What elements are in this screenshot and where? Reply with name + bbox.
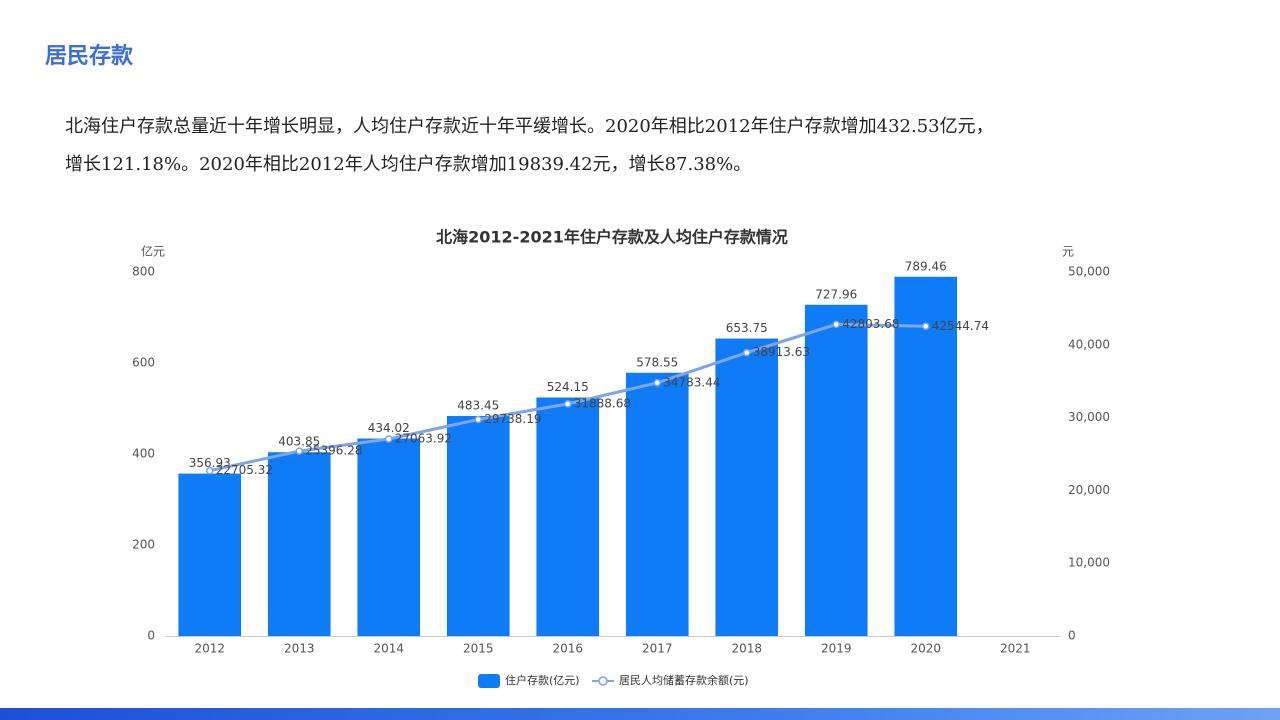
y2-tick-label: 40,000 [1068, 337, 1110, 351]
line-point [206, 466, 214, 475]
line-point [832, 320, 840, 329]
y2-tick-label: 10,000 [1068, 556, 1110, 570]
x-tick-label: 2013 [284, 642, 315, 656]
line-value-label: 42803.68 [842, 317, 899, 331]
x-tick-label: 2012 [194, 642, 225, 656]
y-tick-label: 0 [147, 629, 155, 643]
bar-value-label: 356.93 [189, 456, 231, 470]
line-point [922, 322, 930, 331]
description-line: 增长121.18%。2020年相比2012年人均住户存款增加19839.42元，… [65, 154, 752, 175]
line-value-label: 38913.63 [753, 345, 810, 359]
bar [446, 416, 510, 636]
line-point [385, 435, 393, 443]
bar-value-label: 653.75 [726, 321, 768, 335]
line-value-label: 22705.32 [216, 463, 273, 477]
line-point [295, 447, 303, 455]
x-tick-label: 2021 [1000, 642, 1031, 656]
line-value-label: 42544.74 [932, 319, 989, 333]
x-tick-label: 2017 [642, 642, 673, 656]
x-tick-label: 2014 [373, 642, 404, 656]
y2-tick-label: 0 [1068, 629, 1076, 643]
y-axis-unit: 亿元 [141, 244, 165, 259]
bar-value-label: 403.85 [278, 435, 320, 449]
bar [357, 438, 421, 636]
footer-bar [0, 708, 1280, 720]
line-value-label: 34783.44 [663, 375, 720, 389]
line-value-label: 29738.19 [484, 412, 541, 426]
line-value-label: 27063.92 [395, 431, 452, 445]
legend-label: 住户存款(亿元) [505, 673, 580, 687]
y-tick-label: 600 [132, 356, 155, 370]
page-title: 居民存款 [45, 43, 134, 69]
bar-value-label: 524.15 [547, 380, 589, 394]
bar-value-label: 483.45 [457, 399, 499, 413]
legend-label: 居民人均储蓄存款余额(元) [619, 673, 749, 687]
bar [536, 397, 600, 636]
y2-tick-label: 50,000 [1068, 265, 1110, 279]
bar [625, 372, 689, 636]
x-tick-label: 2016 [552, 642, 583, 656]
description: 北海住户存款总量近十年增长明显，人均住户存款近十年平缓增长。2020年相比201… [65, 108, 1215, 184]
x-tick-label: 2019 [821, 642, 852, 656]
y2-tick-label: 20,000 [1068, 483, 1110, 497]
line-value-label: 25396.28 [305, 444, 362, 458]
line-point [474, 415, 482, 424]
legend-swatch [478, 674, 500, 688]
description-line: 北海住户存款总量近十年增长明显，人均住户存款近十年平缓增长。2020年相比201… [65, 116, 994, 137]
y2-tick-label: 30,000 [1068, 410, 1110, 424]
bar-value-label: 727.96 [815, 287, 857, 301]
bar [178, 473, 242, 636]
bar [894, 276, 958, 636]
bar [267, 452, 331, 636]
line-value-label: 31888.68 [574, 396, 631, 410]
bar [804, 304, 868, 636]
line-point [743, 348, 751, 357]
bar [715, 338, 779, 636]
x-tick-label: 2018 [731, 642, 762, 656]
bar-value-label: 789.46 [905, 259, 947, 273]
x-tick-label: 2015 [463, 642, 494, 656]
x-tick-label: 2020 [910, 642, 941, 656]
chart-title: 北海2012-2021年住户存款及人均住户存款情况 [436, 228, 788, 247]
y-tick-label: 400 [132, 447, 155, 461]
y-tick-label: 800 [132, 265, 155, 279]
bar-value-label: 434.02 [368, 421, 410, 435]
legend-swatch-point [598, 676, 608, 686]
line-point [653, 379, 661, 387]
line-point [564, 400, 572, 408]
y-tick-label: 200 [132, 538, 155, 552]
y2-axis-unit: 元 [1062, 245, 1074, 259]
bar-value-label: 578.55 [636, 355, 678, 369]
